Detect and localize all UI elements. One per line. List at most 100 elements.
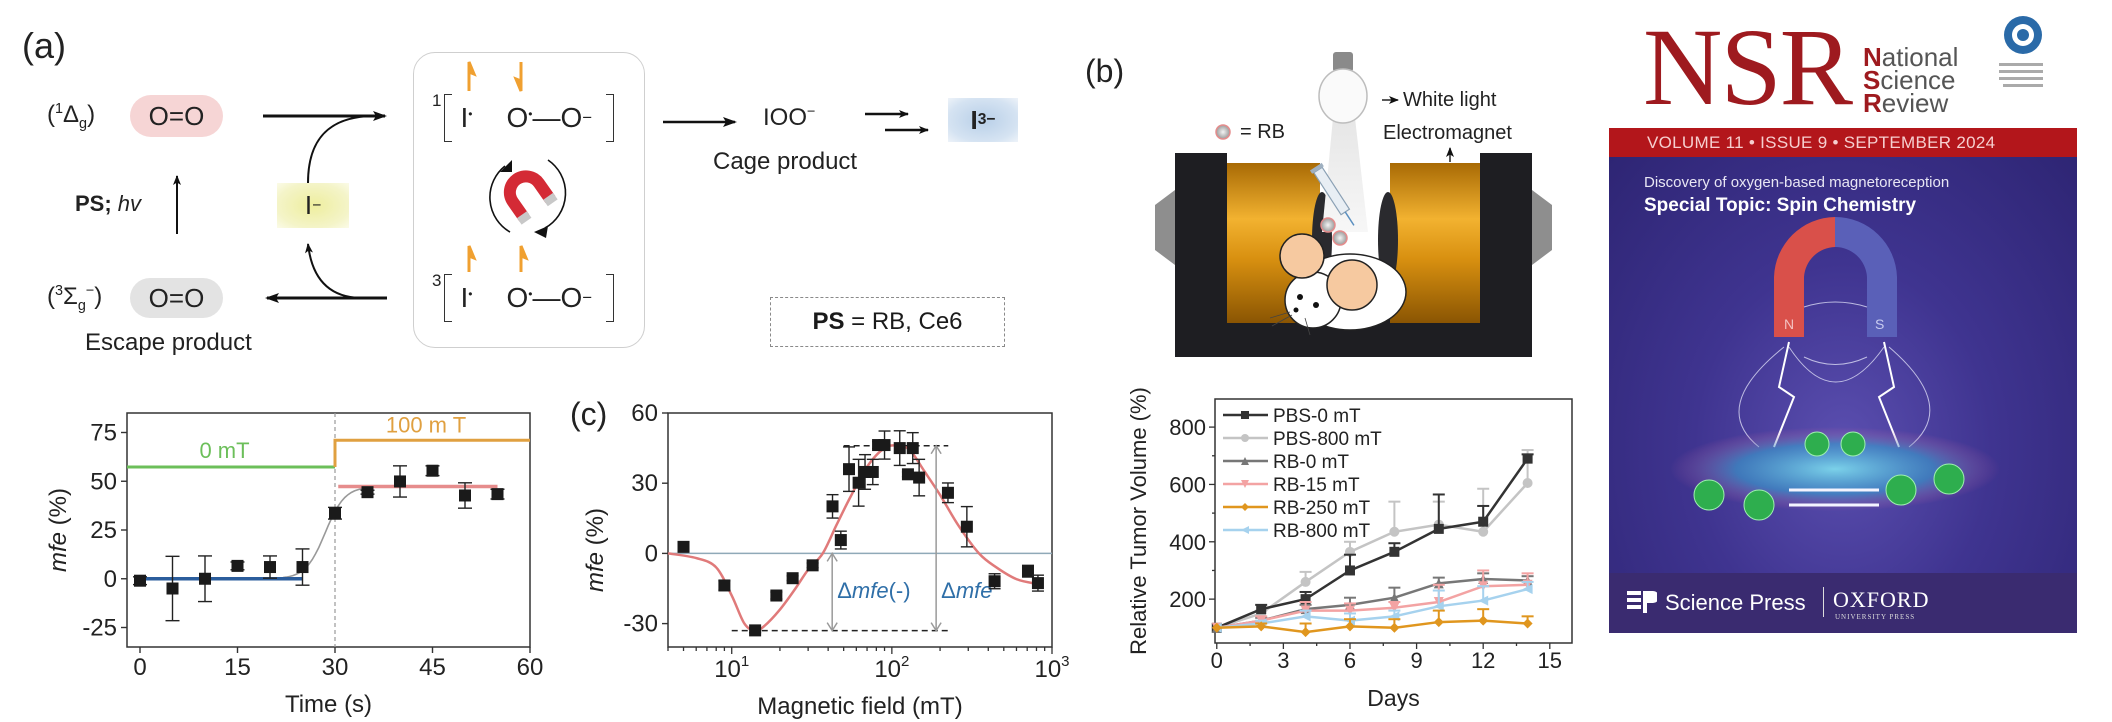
x-tick-label: 6 <box>1344 648 1356 673</box>
panel-label-a: (a) <box>22 25 66 66</box>
term-superscript: − <box>85 283 95 299</box>
y-tick-label: 25 <box>90 517 117 544</box>
data-point <box>394 475 406 488</box>
rb-particle-icon <box>1332 230 1348 246</box>
legend-item: RB-250 mT <box>1223 498 1371 519</box>
arrowhead-icon <box>826 622 838 633</box>
x-tick-label: 12 <box>1471 648 1495 673</box>
data-point <box>901 468 914 481</box>
series-line <box>1216 482 1529 629</box>
data-point <box>1031 577 1044 590</box>
radical-dot: • <box>468 287 473 301</box>
panel-label-c: (c) <box>570 396 608 432</box>
multiplicity: 1 <box>432 91 442 110</box>
singlet-oxygen-molecule: O=O <box>130 95 223 137</box>
data-point <box>749 624 762 637</box>
y-axis-label: mfe (%) <box>45 488 72 572</box>
charge: − <box>807 104 816 120</box>
iodide-symbol: I <box>304 190 313 220</box>
publisher-oxford-sub: UNIVERSITY PRESS <box>1835 613 1916 621</box>
data-point <box>264 561 276 574</box>
x-tick-label: 60 <box>517 654 544 681</box>
data-point <box>806 559 819 572</box>
legend-label: RB-15 mT <box>1273 475 1360 496</box>
x-tick-label: 101 <box>714 653 749 683</box>
radical-dot: • <box>468 107 473 121</box>
data-point <box>826 500 839 513</box>
pole-s: S <box>1875 316 1884 332</box>
x-tick-label: 9 <box>1410 648 1422 673</box>
term-subscript: g <box>77 297 86 314</box>
data-point <box>1389 526 1400 537</box>
multiplicity: 3 <box>432 271 442 290</box>
legend-label: RB-0 mT <box>1273 452 1349 473</box>
bond: — <box>532 102 561 133</box>
series-rb-800-mt <box>1211 580 1534 633</box>
glow-ring <box>1670 427 2000 511</box>
iodide-release-arrow-icon <box>305 243 361 299</box>
electromagnet-icon <box>1155 153 1552 357</box>
bracket-right <box>606 274 615 322</box>
bracket-left <box>444 274 453 322</box>
legend-item: RB-15 mT <box>1223 475 1360 496</box>
tick-base: 10 <box>714 656 741 683</box>
data-points <box>133 464 505 622</box>
data-point <box>166 582 179 595</box>
pole-n: N <box>1784 316 1794 332</box>
singlet-state-label: (1Δg) <box>47 102 95 131</box>
oxygen-atom: O <box>506 102 529 133</box>
mouse-icon <box>1269 233 1407 336</box>
tick-exponent: 3 <box>1061 653 1069 670</box>
data-point <box>1433 519 1444 530</box>
ps-values: = RB, Ce6 <box>844 308 963 335</box>
publisher-science-press: Science Press <box>1665 590 1806 615</box>
data-point <box>1300 611 1311 622</box>
radical-dot: • <box>528 107 533 121</box>
data-point <box>1433 578 1444 589</box>
hv-label: hv <box>111 191 142 216</box>
data-point <box>866 465 879 478</box>
legend-label: PBS-800 mT <box>1273 429 1382 450</box>
data-point <box>296 561 309 574</box>
radical-dot: • <box>528 287 533 301</box>
series-rb-15-mt <box>1211 569 1534 633</box>
light-beam <box>1322 118 1368 232</box>
field-label-0mt: 0 mT <box>199 438 249 463</box>
publisher-oxford: OXFORD <box>1833 587 1930 612</box>
legend-label: RB-800 mT <box>1273 521 1371 542</box>
field-label-100mt: 100 m T <box>386 413 466 438</box>
word-rest: ational <box>1881 42 1959 72</box>
x-tick-label: 15 <box>224 654 251 681</box>
data-point <box>491 488 504 501</box>
tick-base: 10 <box>1034 656 1061 683</box>
ps-label: PS; <box>75 191 112 216</box>
journal-cover: NSR National Science Review VOLUME 11 • … <box>1609 0 2077 633</box>
fit-curve <box>667 444 1037 632</box>
oxygen-atom: O <box>560 282 583 313</box>
y-tick-label: 200 <box>1169 587 1206 612</box>
y-axis-label: Relative Tumor Volume (%) <box>1126 387 1151 655</box>
sign-suffix: (-) <box>889 578 911 603</box>
journal-name-line: National <box>1863 44 1958 70</box>
bond: — <box>532 282 561 313</box>
series-line <box>1216 587 1528 630</box>
rb-particle-icon <box>1215 124 1231 140</box>
paren: ) <box>94 283 103 310</box>
data-point <box>941 486 954 499</box>
data-point <box>1211 622 1222 633</box>
data-point <box>1433 596 1444 607</box>
initial: S <box>1863 65 1881 95</box>
syringe-icon <box>1309 162 1355 226</box>
data-point <box>1256 615 1267 626</box>
triplet-oxygen-molecule: O=O <box>130 278 223 318</box>
y-axis-label-italic: mfe <box>45 532 72 572</box>
x-axis-label: Magnetic field (mT) <box>757 693 962 720</box>
y-tick-label: -30 <box>623 611 658 638</box>
legend-item: RB-800 mT <box>1223 521 1371 542</box>
cover-footer: Science Press OXFORD UNIVERSITY PRESS <box>1609 573 2077 633</box>
x-axis-label: Days <box>1367 685 1419 711</box>
data-point <box>1241 411 1249 419</box>
society-logo <box>1999 16 2043 87</box>
bracket-right <box>606 94 615 142</box>
delta-symbol: Δ <box>837 578 852 603</box>
